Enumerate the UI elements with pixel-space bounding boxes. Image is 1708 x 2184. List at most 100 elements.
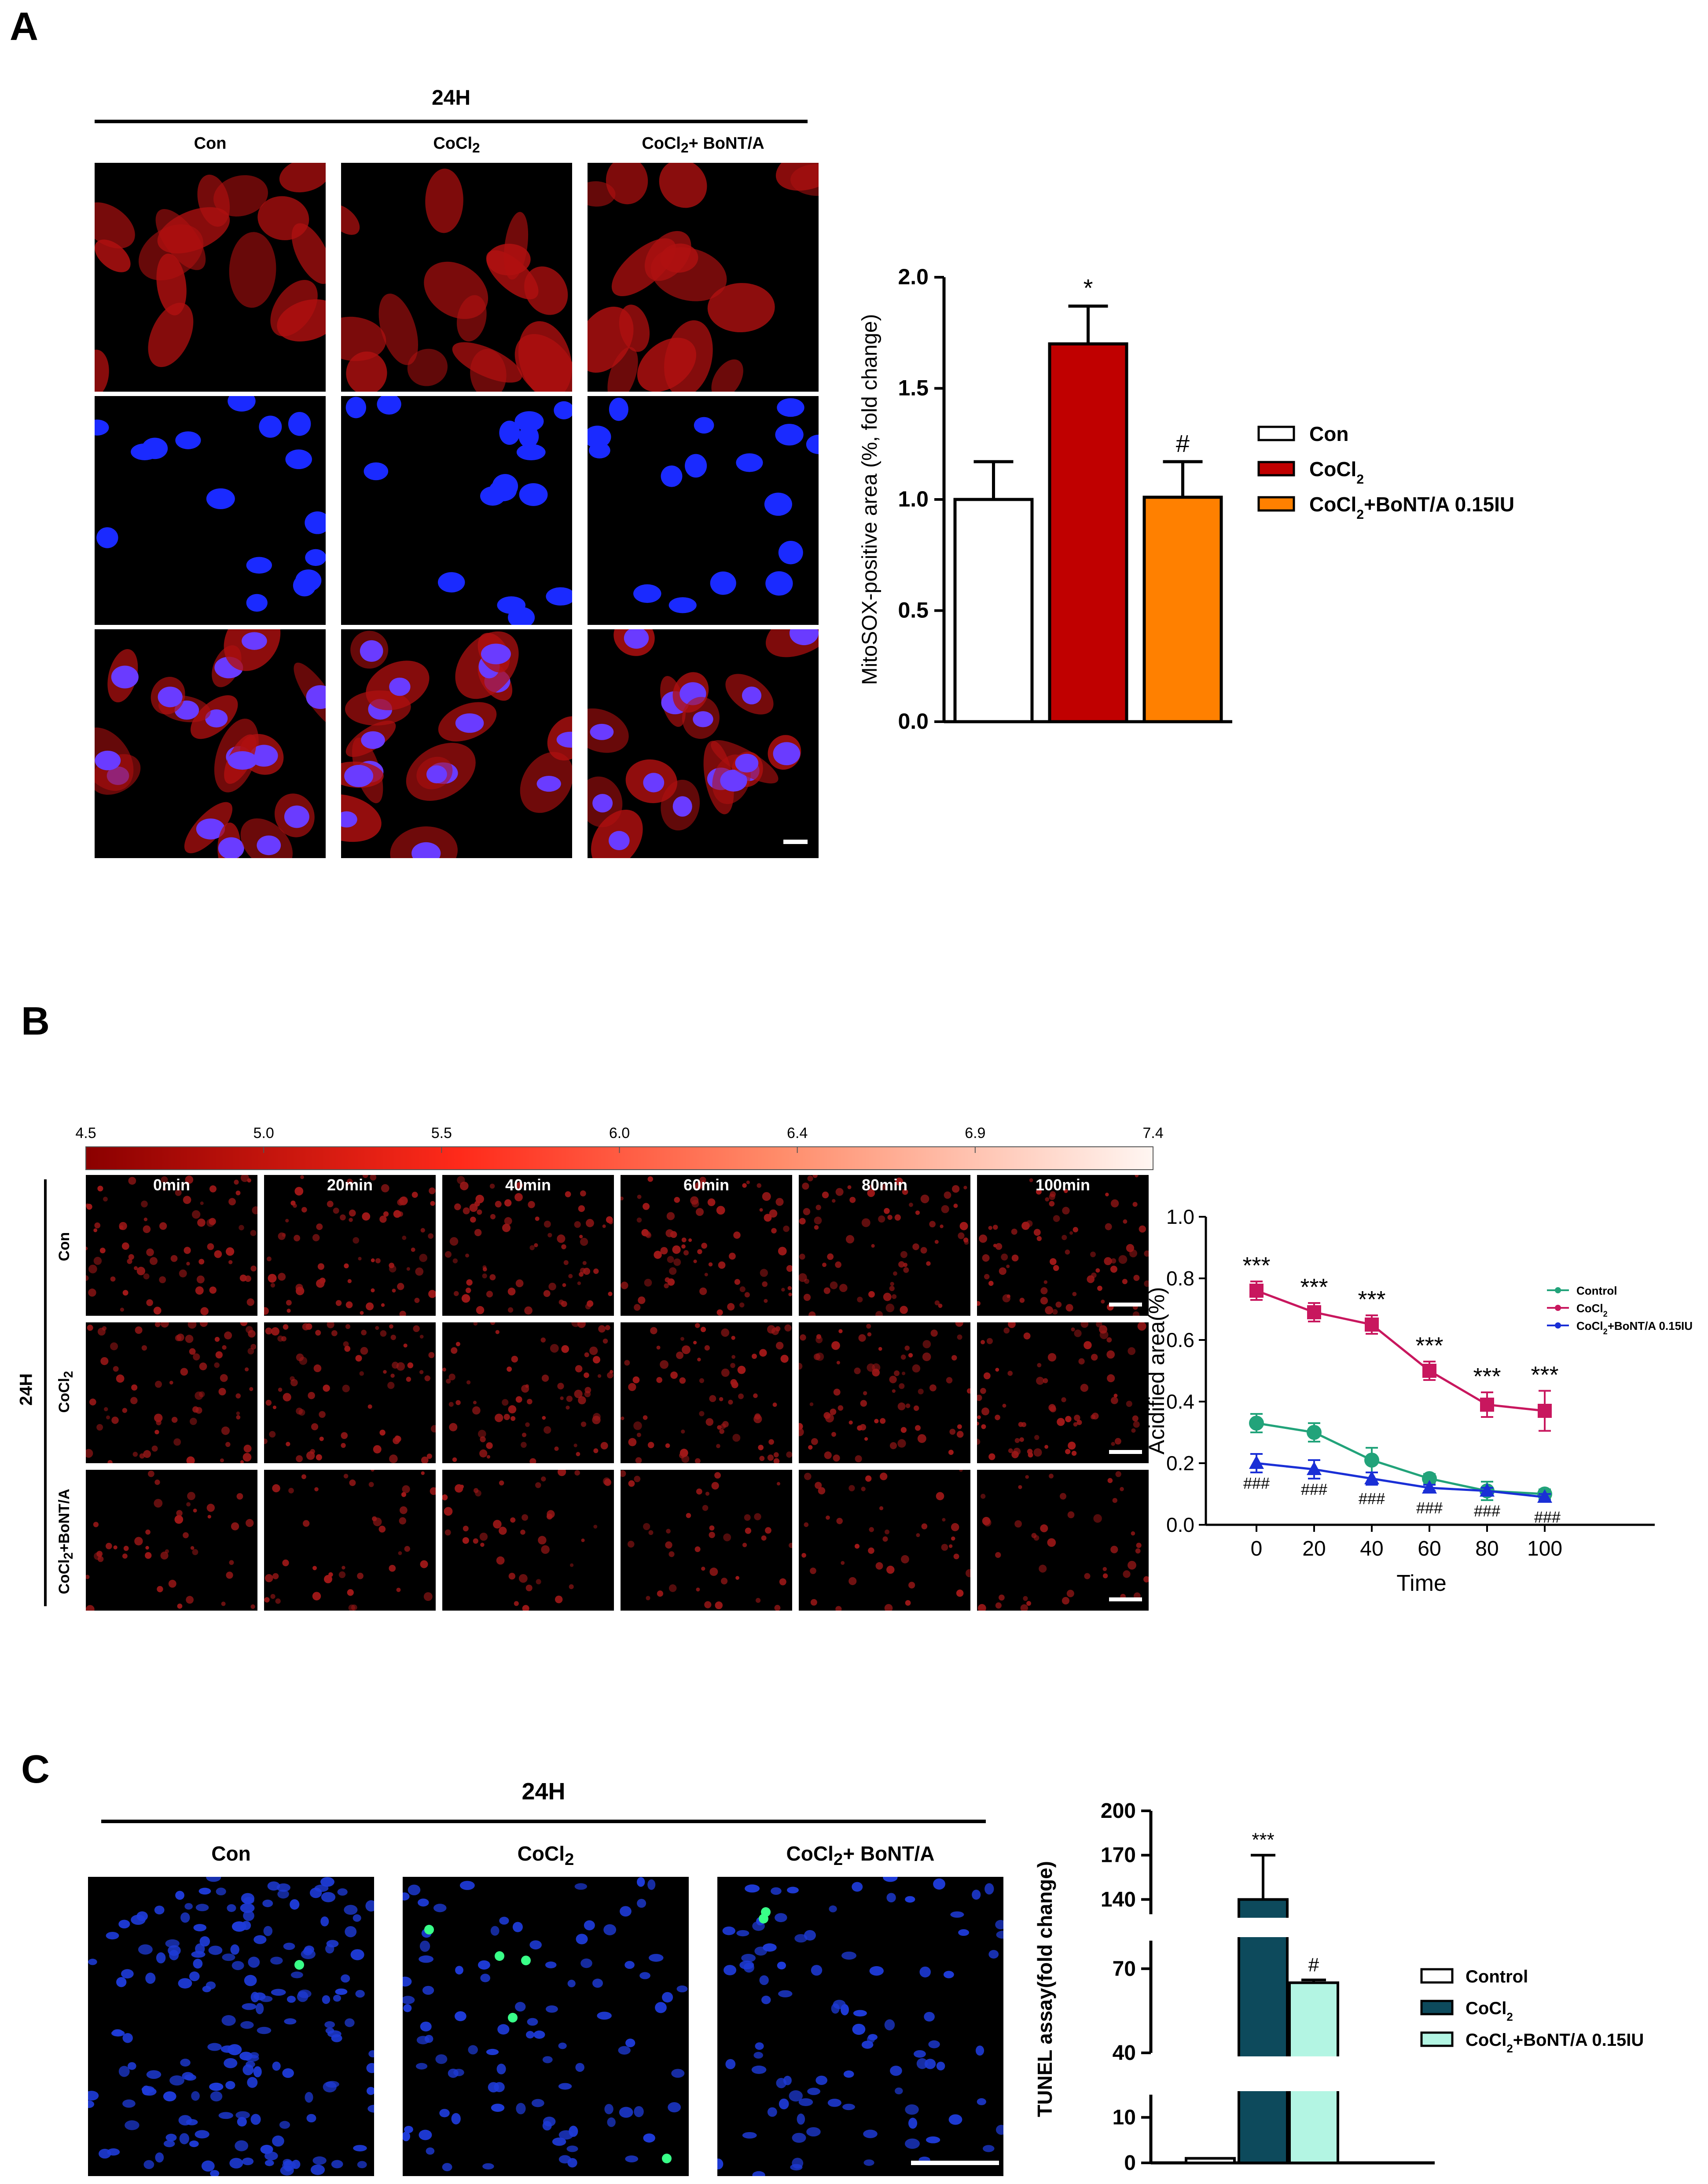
chart-c-legend-swatch [1420, 2000, 1454, 2015]
colorbar-tick-3: 6.0 [609, 1125, 630, 1142]
panel-b-micrograph-cocl2-80min [799, 1322, 970, 1463]
panel-b-micrograph-cocl2-bonta-0min [86, 1470, 257, 1611]
panel-b-micrograph-cocl2-20min [264, 1322, 436, 1463]
chart-b-significance-hash: ### [1416, 1499, 1443, 1517]
chart-b-significance: *** [1415, 1332, 1443, 1359]
panel-a-bar-chart: 0.0 0.5 1.0 1.5 2.0 MitoSOX-positive area (%,… [858, 264, 1514, 734]
panel-a-micrograph-con-blue [95, 396, 326, 625]
panel-a-group-label-3: CoCl2+ BoNT/A [642, 134, 764, 156]
panel-b-time-column-label: 80min [861, 1176, 908, 1194]
chart-a-significance: * [1084, 274, 1093, 302]
panel-c-group-label-2: CoCl2 [517, 1842, 574, 1869]
chart-c-legend-label: CoCl2 [1466, 1999, 1513, 2023]
panel-b-micrograph-con-100min [977, 1175, 1149, 1316]
panel-c-bar-chart: 0 10 40 70 140 170 200 TUNEL assay(fold change)… [1033, 1799, 1644, 2175]
panel-a-micrograph-cocl2-merge [341, 629, 572, 858]
panel-b-time-column-label: 100min [1035, 1176, 1091, 1194]
panel-b-time-column-label: 40min [505, 1176, 551, 1194]
chart-b-point [1249, 1416, 1264, 1431]
chart-b-significance: *** [1242, 1252, 1270, 1279]
chart-b-point [1422, 1364, 1436, 1378]
chart-c-bar [1185, 2157, 1236, 2165]
chart-b-point [1422, 1471, 1437, 1486]
chart-b-x-label: Time [1396, 1571, 1447, 1596]
chart-b-significance-hash: ### [1474, 1502, 1500, 1520]
colorbar-tick-1: 5.0 [253, 1125, 274, 1142]
chart-a-legend-swatch [1257, 461, 1295, 477]
chart-b-point [1249, 1284, 1264, 1298]
panel-b-time-label: 24H [16, 1373, 36, 1406]
chart-b-point [1538, 1404, 1552, 1418]
chart-b-significance: *** [1531, 1362, 1558, 1388]
chart-c-significance: *** [1252, 1829, 1274, 1851]
colorbar-tick-4: 6.4 [787, 1125, 808, 1142]
panel-letter-b: B [21, 999, 50, 1043]
chart-b-x-tick: 80 [1475, 1537, 1499, 1560]
chart-a-legend-swatch [1257, 496, 1295, 512]
chart-a-legend-label: CoCl2+BoNT/A 0.15IU [1309, 493, 1514, 522]
chart-a-legend-swatch [1257, 426, 1295, 441]
chart-b-point [1365, 1318, 1379, 1332]
panel-a-micrograph-cocl2-blue [341, 396, 572, 625]
chart-b-y-tick: 0.4 [1166, 1390, 1194, 1413]
panel-b-row-label-1: Con [56, 1232, 73, 1261]
chart-a-legend-label: Con [1309, 422, 1348, 445]
chart-b-x-tick: 40 [1360, 1537, 1383, 1560]
panel-b-time-column-label: 20min [327, 1176, 373, 1194]
chart-b-legend-label: CoCl2 [1576, 1302, 1608, 1318]
chart-a-y-tick: 0.5 [898, 598, 929, 623]
panel-b-micrograph-con-20min [264, 1175, 436, 1316]
panel-letter-c: C [21, 1747, 50, 1791]
panel-b-micrograph-cocl2-100min [977, 1322, 1149, 1463]
panel-b-micrograph-cocl2-60min [621, 1322, 792, 1463]
chart-b-y-tick: 1.0 [1166, 1205, 1194, 1228]
panel-b-row-bracket [44, 1179, 47, 1606]
panel-c-header-line [101, 1820, 986, 1823]
panel-a-micrograph-cocl2-bonta-merge [588, 629, 819, 858]
colorbar-tick-5: 6.9 [965, 1125, 985, 1142]
chart-b-y-tick: 0.2 [1166, 1452, 1194, 1475]
chart-a-bar [1048, 342, 1128, 723]
chart-b-x-tick: 60 [1418, 1537, 1441, 1560]
panel-letter-a: A [10, 5, 38, 49]
chart-c-y-tick: 40 [1113, 2041, 1136, 2065]
ph-colorbar: 4.5 5.0 5.5 6.0 6.4 6.9 7.4 [75, 1125, 1164, 1170]
chart-c-y-label: TUNEL assay(fold change) [1033, 1861, 1056, 2117]
panel-c-group-label-1: Con [211, 1842, 251, 1865]
panel-c-group-label-3: CoCl2+ BoNT/A [786, 1842, 935, 1869]
panel-b-micrograph-cocl2-bonta-40min [442, 1470, 614, 1611]
chart-a-y-tick: 2.0 [898, 264, 929, 289]
panel-b-time-column-label: 0min [153, 1176, 191, 1194]
chart-b-significance-hash: ### [1243, 1474, 1270, 1492]
chart-c-legend-swatch [1420, 2031, 1454, 2047]
panel-c-micrograph-con [88, 1877, 374, 2176]
chart-b-significance-hash: ### [1301, 1480, 1327, 1498]
chart-c-y-tick: 0 [1124, 2151, 1136, 2175]
chart-b-point [1307, 1461, 1322, 1475]
panel-b-micrograph-con-40min [442, 1175, 614, 1316]
chart-b-y-label: Acidified area(%) [1144, 1287, 1169, 1455]
panel-b-time-column-label: 60min [683, 1176, 730, 1194]
chart-b-x-tick: 100 [1527, 1537, 1562, 1560]
panel-a-header-line [95, 120, 808, 123]
panel-c-time-label: 24H [522, 1778, 566, 1805]
chart-b-x-tick: 0 [1251, 1537, 1263, 1560]
chart-c-y-tick: 170 [1101, 1844, 1136, 1867]
chart-a-significance: # [1176, 429, 1190, 457]
colorbar-tick-6: 7.4 [1142, 1125, 1163, 1142]
chart-b-legend-label: CoCl2+BoNT/A 0.15IU [1576, 1319, 1693, 1336]
chart-b-point [1249, 1455, 1264, 1469]
chart-b-significance-hash: ### [1534, 1508, 1561, 1526]
panel-b-micrograph-con-80min [799, 1175, 970, 1316]
panel-a-micrograph-cocl2-red [341, 163, 572, 392]
chart-a-y-tick: 1.5 [898, 376, 929, 400]
panel-b-micrograph-cocl2-bonta-20min [264, 1470, 436, 1611]
panel-a-group-label-1: Con [194, 134, 227, 153]
panel-b-row-label-2: CoCl2 [56, 1371, 76, 1413]
chart-c-bar [1238, 1898, 1289, 2164]
panel-a-micrograph-cocl2-bonta-blue [588, 396, 819, 625]
chart-b-y-tick: 0.0 [1166, 1513, 1194, 1536]
chart-b-point [1480, 1483, 1495, 1497]
chart-c-y-tick: 140 [1101, 1888, 1136, 1911]
chart-b-point [1364, 1471, 1379, 1484]
